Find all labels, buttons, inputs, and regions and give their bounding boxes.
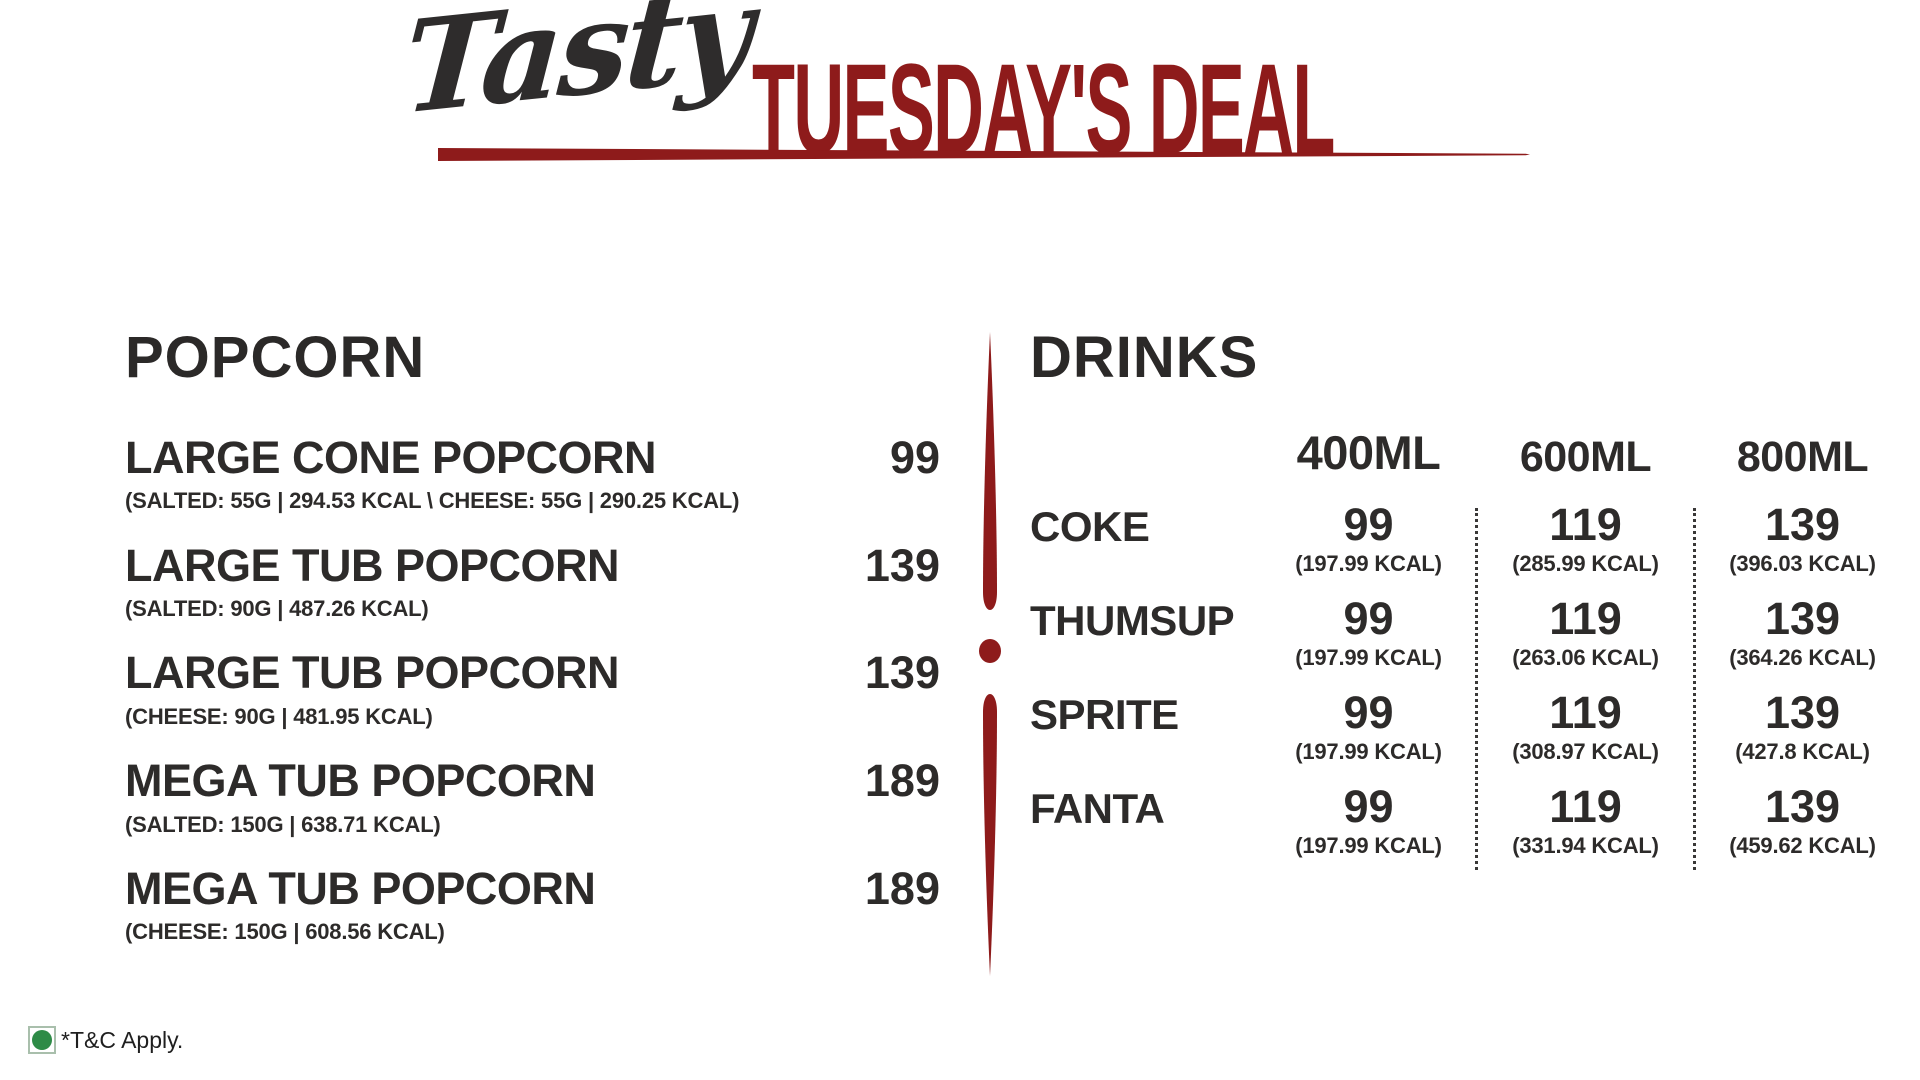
drinks-size-header-spacer xyxy=(1030,433,1260,497)
drink-name: FANTA xyxy=(1030,784,1165,832)
popcorn-item-details: (CHEESE: 90G | 481.95 KCAL) xyxy=(125,703,433,729)
drink-kcal: (197.99 KCAL) xyxy=(1295,551,1442,577)
drink-price-cell: 119 (285.99 KCAL) xyxy=(1477,497,1694,591)
drink-price: 99 xyxy=(1343,592,1394,644)
drinks-column-divider xyxy=(1693,508,1696,870)
popcorn-item-row: LARGE CONE POPCORN 99 xyxy=(125,431,940,483)
popcorn-item: LARGE TUB POPCORN 139 (SALTED: 90G | 487… xyxy=(125,539,940,623)
popcorn-item: MEGA TUB POPCORN 189 (SALTED: 150G | 638… xyxy=(125,755,940,838)
popcorn-item: MEGA TUB POPCORN 189 (CHEESE: 150G | 608… xyxy=(125,863,940,946)
popcorn-item-row: MEGA TUB POPCORN 189 xyxy=(125,755,940,807)
popcorn-item-details: (SALTED: 150G | 638.71 KCAL) xyxy=(125,811,441,837)
drinks-size-header: 400ML xyxy=(1296,425,1441,479)
popcorn-item-row: MEGA TUB POPCORN 189 xyxy=(125,863,940,915)
drink-price-cell: 119 (331.94 KCAL) xyxy=(1477,779,1694,873)
popcorn-item-price: 99 xyxy=(889,431,940,483)
drink-price-cell: 139 (364.26 KCAL) xyxy=(1694,591,1911,685)
popcorn-section: POPCORN LARGE CONE POPCORN 99 (SALTED: 5… xyxy=(125,325,940,972)
drink-kcal: (197.99 KCAL) xyxy=(1295,739,1442,765)
drink-price: 119 xyxy=(1549,686,1622,738)
popcorn-item-details: (CHEESE: 150G | 608.56 KCAL) xyxy=(125,919,445,945)
veg-symbol-icon xyxy=(28,1026,56,1054)
drinks-heading: DRINKS xyxy=(1030,325,1259,390)
drinks-table: 400ML 600ML 800ML COKE 99 (197.99 KCAL) … xyxy=(1030,426,1916,873)
drink-price: 139 xyxy=(1764,592,1841,644)
popcorn-item-price: 189 xyxy=(864,863,940,915)
popcorn-item-name: LARGE CONE POPCORN xyxy=(125,431,657,483)
popcorn-item-price: 139 xyxy=(864,539,940,591)
drink-price: 139 xyxy=(1764,780,1841,832)
popcorn-item-price: 139 xyxy=(864,647,940,699)
drink-name: SPRITE xyxy=(1030,690,1179,738)
drink-kcal: (427.8 KCAL) xyxy=(1735,739,1870,765)
footer-note: *T&C Apply. xyxy=(28,1026,183,1054)
drink-price-cell: 99 (197.99 KCAL) xyxy=(1260,591,1477,685)
popcorn-item: LARGE TUB POPCORN 139 (CHEESE: 90G | 481… xyxy=(125,648,940,730)
drink-price-cell: 99 (197.99 KCAL) xyxy=(1260,779,1477,873)
drink-price: 99 xyxy=(1343,780,1394,832)
veg-dot xyxy=(32,1030,52,1050)
drink-price-cell: 139 (396.03 KCAL) xyxy=(1694,497,1911,591)
drink-kcal: (285.99 KCAL) xyxy=(1512,551,1659,577)
popcorn-heading: POPCORN xyxy=(125,325,426,390)
drink-price: 119 xyxy=(1549,498,1622,550)
drinks-size-header: 800ML xyxy=(1736,432,1869,481)
drink-price-cell: 99 (197.99 KCAL) xyxy=(1260,497,1477,591)
drinks-column-divider xyxy=(1475,508,1478,870)
drink-kcal: (308.97 KCAL) xyxy=(1512,739,1659,765)
drink-kcal: (396.03 KCAL) xyxy=(1729,551,1876,577)
drink-price-cell: 119 (308.97 KCAL) xyxy=(1477,685,1694,779)
drink-price: 99 xyxy=(1343,686,1394,738)
drink-name: THUMSUP xyxy=(1030,596,1235,644)
popcorn-item-name: LARGE TUB POPCORN xyxy=(125,539,620,591)
drink-price: 139 xyxy=(1764,686,1841,738)
popcorn-item-name: LARGE TUB POPCORN xyxy=(125,647,620,699)
popcorn-item: LARGE CONE POPCORN 99 (SALTED: 55G | 294… xyxy=(125,431,940,515)
popcorn-item-row: LARGE TUB POPCORN 139 xyxy=(125,647,940,699)
drink-kcal: (197.99 KCAL) xyxy=(1295,645,1442,671)
popcorn-item-price: 189 xyxy=(864,755,940,807)
drink-kcal: (364.26 KCAL) xyxy=(1729,645,1876,671)
drink-price: 99 xyxy=(1343,498,1394,550)
drink-price: 119 xyxy=(1549,592,1622,644)
popcorn-item-details: (SALTED: 55G | 294.53 KCAL \ CHEESE: 55G… xyxy=(125,488,740,514)
drink-price: 139 xyxy=(1764,498,1841,550)
drink-name: COKE xyxy=(1030,502,1150,550)
drink-kcal: (459.62 KCAL) xyxy=(1729,833,1876,859)
drink-kcal: (331.94 KCAL) xyxy=(1512,833,1659,859)
drink-price-cell: 119 (263.06 KCAL) xyxy=(1477,591,1694,685)
header-title: Tasty TUESDAY'S DEAL xyxy=(399,0,1580,182)
drink-price-cell: 99 (197.99 KCAL) xyxy=(1260,685,1477,779)
popcorn-item-row: LARGE TUB POPCORN 139 xyxy=(125,539,940,591)
drink-price-cell: 139 (427.8 KCAL) xyxy=(1694,685,1911,779)
title-script-word: Tasty xyxy=(399,0,754,144)
drinks-size-header: 600ML xyxy=(1519,432,1652,481)
drink-kcal: (263.06 KCAL) xyxy=(1512,645,1659,671)
popcorn-item-list: LARGE CONE POPCORN 99 (SALTED: 55G | 294… xyxy=(125,431,940,946)
section-divider-ornament xyxy=(979,332,1001,976)
drink-price-cell: 139 (459.62 KCAL) xyxy=(1694,779,1911,873)
popcorn-item-details: (SALTED: 90G | 487.26 KCAL) xyxy=(125,596,429,622)
popcorn-item-name: MEGA TUB POPCORN xyxy=(125,863,596,915)
drink-price: 119 xyxy=(1549,780,1622,832)
drink-kcal: (197.99 KCAL) xyxy=(1295,833,1442,859)
popcorn-item-name: MEGA TUB POPCORN xyxy=(125,755,596,807)
drinks-section: DRINKS 400ML 600ML 800ML COKE 99 (197.99… xyxy=(1030,325,1916,873)
tnc-text: *T&C Apply. xyxy=(61,1026,184,1053)
